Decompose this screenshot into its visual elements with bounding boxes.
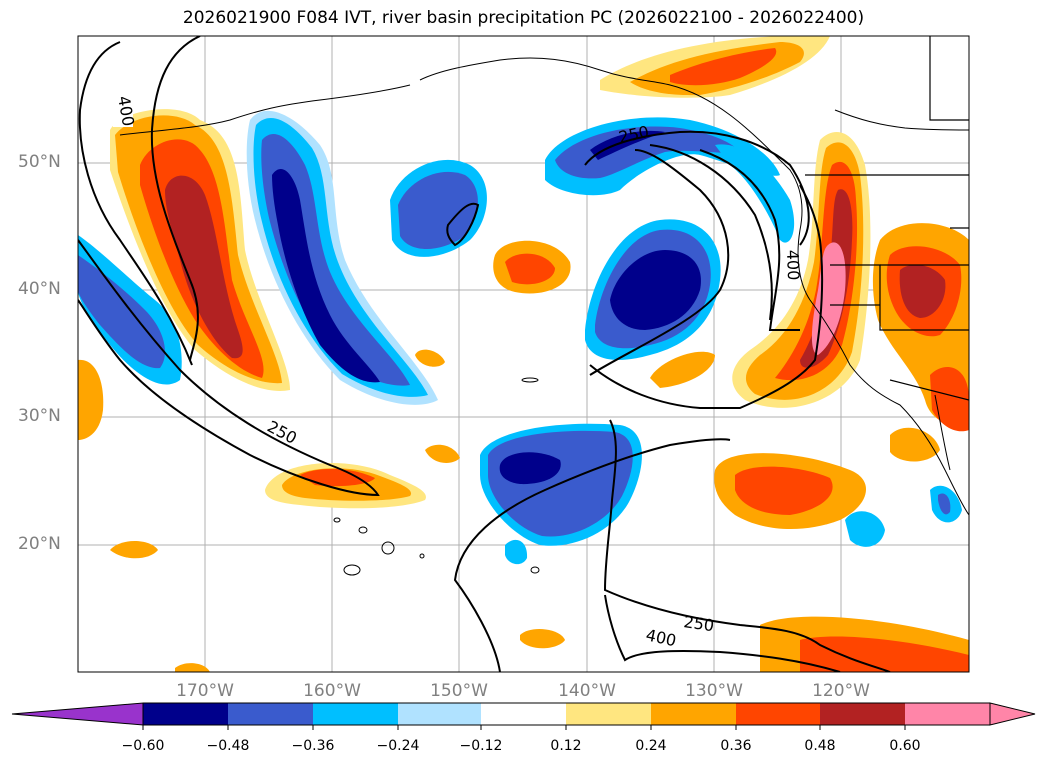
precip-far-west-positive — [78, 359, 104, 440]
lon-label-170w: 170°W — [176, 681, 234, 701]
colorbar-extend-high — [989, 702, 1036, 726]
colorbar-tick: −0.48 — [206, 738, 250, 754]
colorbar-bin — [566, 703, 651, 725]
precip-small-positive-145w — [493, 240, 571, 294]
precip-blob-d — [505, 539, 528, 565]
colorbar-bin — [736, 703, 820, 725]
precip-band-west-negative — [246, 110, 438, 405]
precip-blob-g — [938, 493, 951, 515]
lon-label-150w: 150°W — [430, 681, 488, 701]
precip-interior-positive — [872, 223, 969, 432]
lon-label-130w: 130°W — [685, 681, 743, 701]
colorbar-bin — [398, 703, 481, 725]
colorbar — [11, 702, 1036, 730]
lat-label-50n: 50°N — [18, 152, 61, 172]
ivt-contours — [78, 36, 891, 672]
precip-blob-b — [650, 351, 715, 388]
colorbar-tick: 0.12 — [550, 738, 582, 754]
colorbar-bin — [481, 703, 566, 725]
lon-label-160w: 160°W — [303, 681, 361, 701]
colorbar-tick: 0.24 — [635, 738, 667, 754]
colorbar-bin — [651, 703, 736, 725]
precip-midpacific-negative — [390, 159, 487, 257]
precip-blob-e — [845, 511, 885, 547]
precip-blob-c — [425, 444, 460, 463]
colorbar-bin — [143, 703, 228, 725]
colorbar-tick: 0.48 — [804, 738, 836, 754]
colorbar-bin — [820, 703, 905, 725]
lat-label-20n: 20°N — [18, 534, 61, 554]
colorbar-extend-low — [11, 702, 144, 726]
contour-label-250-south: 250 — [682, 612, 715, 635]
colorbar-bin — [228, 703, 313, 725]
colorbar-tick: −0.12 — [459, 738, 503, 754]
lat-label-30n: 30°N — [18, 406, 61, 426]
colorbar-bin — [905, 703, 990, 725]
colorbar-tick: −0.36 — [291, 738, 335, 754]
lon-label-140w: 140°W — [558, 681, 616, 701]
colorbar-tick: −0.24 — [376, 738, 420, 754]
map-frame — [77, 35, 970, 673]
colorbar-tick: −0.60 — [121, 738, 165, 754]
islands — [333, 377, 540, 576]
political-borders — [805, 36, 969, 401]
coastlines — [119, 57, 969, 516]
map-title: 2026021900 F084 IVT, river basin precipi… — [182, 8, 865, 28]
precip-southeast-positive — [110, 427, 969, 672]
precip-blob-a — [415, 349, 445, 367]
lat-label-40n: 40°N — [18, 279, 61, 299]
lon-label-120w: 120°W — [812, 681, 870, 701]
precip-hawaii-positive — [265, 463, 426, 509]
colorbar-tick: 0.36 — [720, 738, 752, 754]
contour-label-400-coast: 400 — [783, 249, 803, 280]
colorbar-bin — [313, 703, 398, 725]
colorbar-tick: 0.60 — [889, 738, 921, 754]
contour-labels: 400 250 250 400 250 400 — [113, 94, 803, 650]
